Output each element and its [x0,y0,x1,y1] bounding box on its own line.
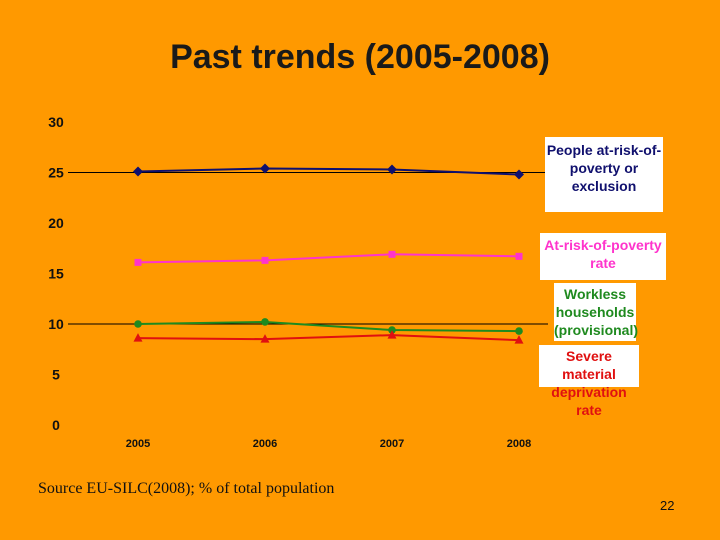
legend-label-at-risk-poverty-or-exclusion: People at-risk-of- poverty or exclusion [545,137,663,212]
data-point [135,259,142,266]
series-lines [138,168,519,340]
legend-line: Workless [554,285,636,303]
data-point [260,163,270,173]
x-axis-tick-labels: 2005 2006 2007 2008 [126,438,531,450]
legend-line: deprivation rate [539,383,639,419]
data-point [134,320,142,328]
legend-line: rate [540,254,666,272]
data-point [516,253,523,260]
data-point [133,166,143,176]
y-tick-label: 5 [52,367,60,383]
y-axis-tick-labels: 0 5 10 15 20 25 30 [48,114,64,433]
y-tick-label: 0 [52,417,60,433]
series-line-2 [138,322,519,331]
data-point [262,257,269,264]
data-point [514,170,524,180]
series-line-1 [138,254,519,262]
legend-label-severe-material-deprivation: Severe material deprivation rate [539,345,639,387]
x-tick-label: 2007 [380,438,404,450]
y-tick-label: 25 [48,165,64,181]
series-line-0 [138,168,519,174]
y-tick-label: 15 [48,266,64,282]
legend-line: households [554,303,636,321]
series-line-3 [138,335,519,340]
legend-line: People at-risk-of- [545,141,663,159]
y-tick-label: 30 [48,114,64,130]
data-point [261,318,269,326]
x-tick-label: 2006 [253,438,277,450]
legend-line: exclusion [545,177,663,195]
legend-line: poverty or [545,159,663,177]
legend-label-at-risk-of-poverty-rate: At-risk-of-poverty rate [540,233,666,280]
y-tick-label: 10 [48,316,64,332]
legend-line: (provisional) [554,321,636,339]
data-point [389,251,396,258]
y-tick-label: 20 [48,215,64,231]
x-tick-label: 2005 [126,438,150,450]
x-tick-label: 2008 [507,438,531,450]
series-markers [133,163,524,343]
legend-line: Severe material [539,347,639,383]
legend-label-workless-households: Workless households (provisional) [554,283,636,341]
legend-line: At-risk-of-poverty [540,236,666,254]
reference-lines [68,173,548,325]
source-note: Source EU-SILC(2008); % of total populat… [38,480,334,498]
slide-number: 22 [660,498,674,513]
data-point [515,327,523,335]
